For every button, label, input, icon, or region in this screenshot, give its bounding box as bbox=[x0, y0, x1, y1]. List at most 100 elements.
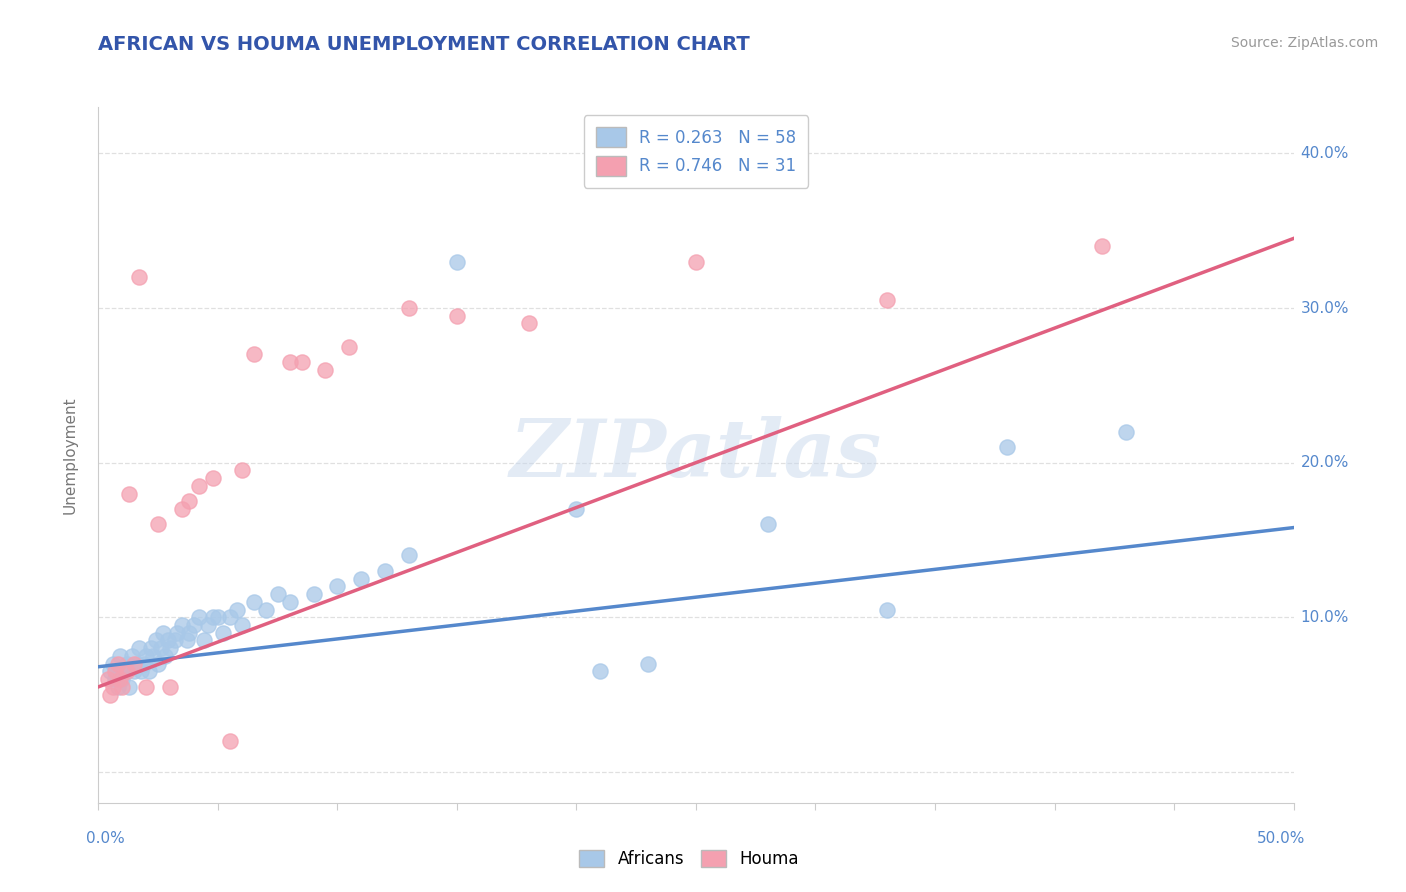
Point bbox=[101, 680, 124, 694]
Point bbox=[97, 672, 120, 686]
Point bbox=[254, 602, 277, 616]
Point bbox=[179, 625, 201, 640]
Point bbox=[995, 440, 1018, 454]
Point bbox=[156, 633, 179, 648]
Point bbox=[207, 610, 229, 624]
Text: 10.0%: 10.0% bbox=[1301, 610, 1350, 624]
Point bbox=[350, 572, 373, 586]
Point bbox=[637, 657, 659, 671]
Legend: R = 0.263   N = 58, R = 0.746   N = 31: R = 0.263 N = 58, R = 0.746 N = 31 bbox=[583, 115, 808, 187]
Point bbox=[179, 494, 201, 508]
Point bbox=[135, 680, 157, 694]
Point bbox=[202, 610, 225, 624]
Point bbox=[315, 363, 337, 377]
Point bbox=[219, 610, 242, 624]
Point bbox=[104, 672, 127, 686]
Point bbox=[163, 633, 186, 648]
Point bbox=[118, 680, 141, 694]
Point bbox=[398, 549, 420, 563]
Point bbox=[197, 618, 219, 632]
Point bbox=[446, 309, 468, 323]
Point bbox=[398, 301, 420, 315]
Point bbox=[98, 665, 122, 679]
Point bbox=[124, 657, 146, 671]
Point bbox=[132, 657, 155, 671]
Point bbox=[374, 564, 396, 578]
Text: Source: ZipAtlas.com: Source: ZipAtlas.com bbox=[1230, 36, 1378, 50]
Point bbox=[138, 665, 160, 679]
Point bbox=[219, 734, 242, 748]
Point bbox=[876, 293, 898, 308]
Point bbox=[108, 672, 131, 686]
Point bbox=[183, 618, 205, 632]
Point bbox=[104, 665, 127, 679]
Text: 50.0%: 50.0% bbox=[1257, 830, 1305, 846]
Point bbox=[159, 680, 181, 694]
Point bbox=[135, 648, 157, 663]
Text: 30.0%: 30.0% bbox=[1301, 301, 1350, 316]
Point bbox=[172, 618, 194, 632]
Text: AFRICAN VS HOUMA UNEMPLOYMENT CORRELATION CHART: AFRICAN VS HOUMA UNEMPLOYMENT CORRELATIO… bbox=[98, 35, 751, 54]
Point bbox=[149, 641, 172, 656]
Point bbox=[1115, 425, 1137, 439]
Point bbox=[243, 347, 266, 361]
Point bbox=[187, 610, 209, 624]
Point bbox=[202, 471, 225, 485]
Point bbox=[152, 625, 174, 640]
Point bbox=[589, 665, 612, 679]
Point bbox=[98, 688, 122, 702]
Point bbox=[290, 355, 312, 369]
Point bbox=[226, 602, 249, 616]
Text: 20.0%: 20.0% bbox=[1301, 455, 1350, 470]
Text: ZIPatlas: ZIPatlas bbox=[510, 417, 882, 493]
Point bbox=[128, 270, 150, 285]
Point bbox=[124, 665, 146, 679]
Point bbox=[101, 657, 124, 671]
Point bbox=[114, 665, 136, 679]
Point bbox=[145, 633, 167, 648]
Point bbox=[211, 625, 233, 640]
Point bbox=[115, 657, 138, 671]
Point bbox=[187, 479, 209, 493]
Point bbox=[108, 648, 131, 663]
Point bbox=[115, 665, 138, 679]
Point bbox=[172, 502, 194, 516]
Point bbox=[278, 595, 301, 609]
Point bbox=[517, 317, 540, 331]
Point bbox=[128, 641, 150, 656]
Point bbox=[139, 641, 162, 656]
Point bbox=[166, 625, 188, 640]
Point bbox=[111, 680, 134, 694]
Point bbox=[131, 665, 153, 679]
Point bbox=[685, 254, 707, 268]
Point bbox=[302, 587, 325, 601]
Legend: Africans, Houma: Africans, Houma bbox=[572, 843, 806, 875]
Text: 0.0%: 0.0% bbox=[87, 830, 125, 846]
Point bbox=[337, 340, 360, 354]
Point bbox=[231, 463, 253, 477]
Point bbox=[231, 618, 253, 632]
Y-axis label: Unemployment: Unemployment bbox=[63, 396, 77, 514]
Point bbox=[565, 502, 588, 516]
Point bbox=[107, 680, 129, 694]
Point bbox=[107, 657, 129, 671]
Point bbox=[155, 648, 177, 663]
Point bbox=[118, 486, 141, 500]
Point bbox=[278, 355, 301, 369]
Point bbox=[193, 633, 215, 648]
Point bbox=[121, 648, 143, 663]
Point bbox=[1091, 239, 1114, 253]
Point bbox=[876, 602, 898, 616]
Point bbox=[756, 517, 779, 532]
Point bbox=[111, 672, 134, 686]
Point bbox=[125, 657, 148, 671]
Point bbox=[159, 641, 181, 656]
Point bbox=[148, 517, 170, 532]
Point bbox=[326, 579, 349, 593]
Point bbox=[176, 633, 198, 648]
Point bbox=[148, 657, 170, 671]
Point bbox=[267, 587, 290, 601]
Point bbox=[142, 648, 165, 663]
Text: 40.0%: 40.0% bbox=[1301, 146, 1350, 161]
Point bbox=[446, 254, 468, 268]
